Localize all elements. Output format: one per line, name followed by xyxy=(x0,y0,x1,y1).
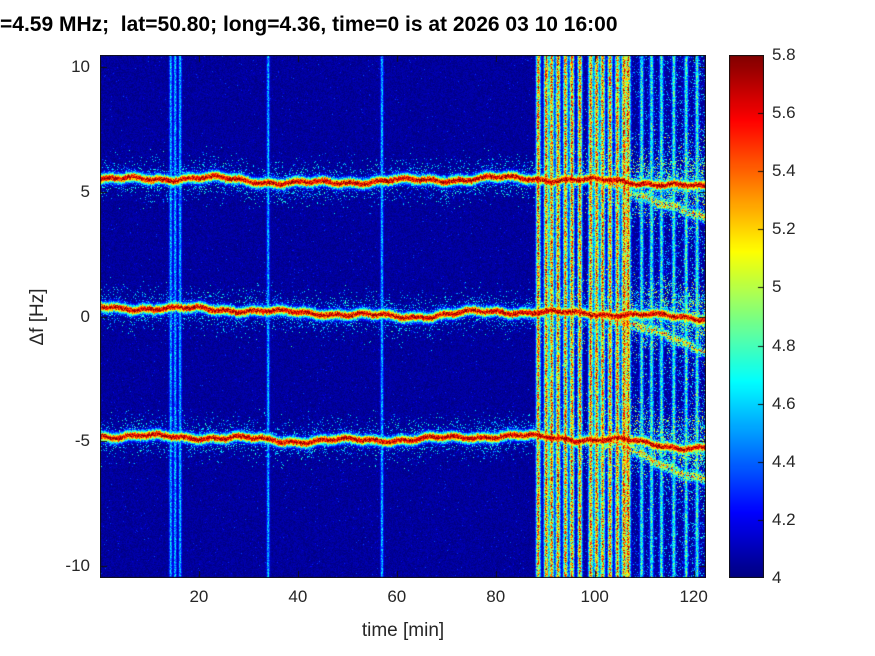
x-tick-label: 120 xyxy=(679,587,708,606)
colorbar-tick-label: 4.8 xyxy=(772,335,796,355)
colorbar-tick-label: 4.6 xyxy=(772,393,796,413)
colorbar xyxy=(729,55,764,578)
y-tick-label: 5 xyxy=(80,181,90,201)
y-tick-label: 10 xyxy=(71,57,90,77)
chart-title: =4.59 MHz; lat=50.80; long=4.36, time=0 … xyxy=(0,13,618,36)
colorbar-tick-label: 4.4 xyxy=(772,451,796,471)
spectrogram-heatmap xyxy=(100,55,706,578)
colorbar-tick-label: 5.2 xyxy=(772,219,796,239)
y-tick-label: 0 xyxy=(80,306,90,326)
x-tick-label: 80 xyxy=(486,587,506,606)
colorbar-tick-label: 5.8 xyxy=(772,45,796,64)
y-axis-label: Δf [Hz] xyxy=(27,288,48,346)
colorbar-tick-label: 4 xyxy=(772,568,782,587)
y-tick-label: -10 xyxy=(65,555,90,575)
x-tick-label: 60 xyxy=(387,587,407,606)
x-tick-label: 40 xyxy=(288,587,308,606)
colorbar-tick-label: 4.2 xyxy=(772,509,796,529)
x-tick-label: 20 xyxy=(189,587,209,606)
colorbar-tick-label: 5.4 xyxy=(772,161,796,181)
x-axis-label: time [min] xyxy=(361,620,445,641)
colorbar-tick-label: 5.6 xyxy=(772,103,796,123)
y-tick-label: -5 xyxy=(74,431,90,451)
x-tick-label: 100 xyxy=(580,587,609,606)
colorbar-tick-label: 5 xyxy=(772,277,782,297)
